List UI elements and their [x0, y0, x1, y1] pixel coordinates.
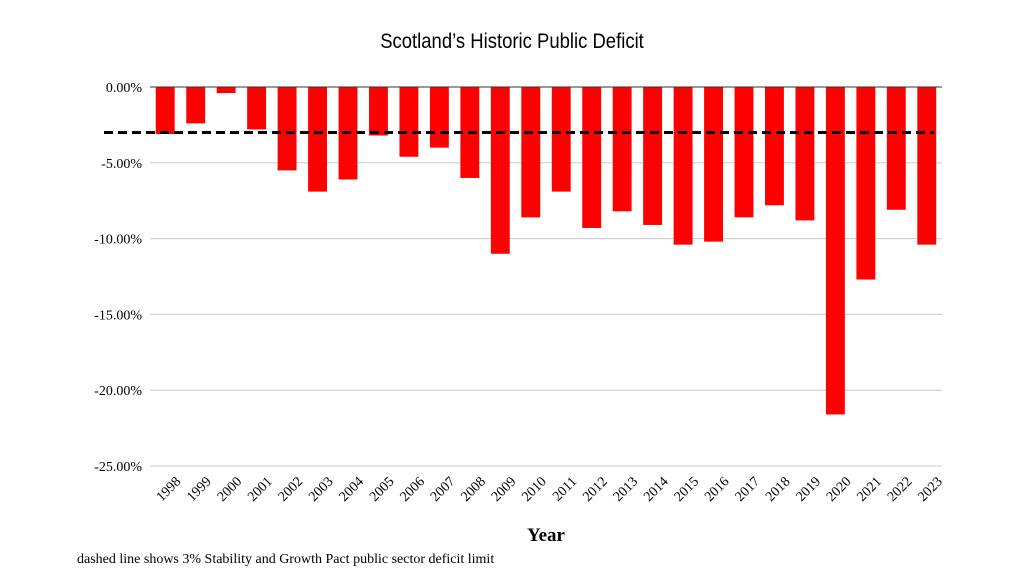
bar — [765, 87, 784, 206]
bar — [551, 87, 571, 192]
y-tick-label: -10.00% — [94, 233, 142, 248]
bar — [521, 87, 541, 218]
x-tick-label: 2002 — [276, 474, 306, 504]
bar — [582, 87, 602, 228]
x-tick-label: 2001 — [245, 474, 275, 504]
bar — [886, 87, 906, 210]
bar — [186, 87, 206, 124]
x-tick-label: 2014 — [641, 474, 671, 504]
bar — [673, 87, 693, 245]
x-tick-label: 2011 — [550, 474, 580, 504]
x-tick-label: 2015 — [672, 474, 702, 504]
bar — [734, 87, 754, 218]
x-tick-label: 2018 — [763, 474, 793, 504]
bar — [277, 87, 297, 171]
bar — [490, 87, 510, 254]
x-tick-label: 2003 — [306, 474, 336, 504]
y-tick-label: 0.00% — [106, 81, 143, 96]
bar — [917, 87, 937, 245]
y-tick-label: -5.00% — [101, 157, 142, 172]
x-tick-label: 2020 — [824, 474, 854, 504]
x-tick-label: 2004 — [337, 474, 367, 504]
bar — [369, 87, 388, 136]
bar — [795, 87, 815, 221]
x-tick-label: 2006 — [398, 474, 428, 504]
x-tick-label: 2005 — [367, 474, 397, 504]
y-tick-label: -15.00% — [94, 308, 142, 323]
bar — [155, 87, 175, 134]
x-tick-label: 2022 — [885, 474, 915, 504]
bar — [704, 87, 723, 242]
bar — [247, 87, 267, 130]
x-tick-label: 1999 — [184, 474, 214, 504]
chart-title: Scotland’s Historic Public Deficit — [380, 30, 644, 53]
chart-annotation: dashed line shows 3% Stability and Growt… — [77, 552, 495, 567]
bar — [399, 87, 419, 157]
bar — [856, 87, 876, 280]
x-tick-label: 2000 — [215, 474, 245, 504]
x-tick-label: 1998 — [154, 474, 184, 504]
x-tick-label: 2019 — [794, 474, 824, 504]
bar — [612, 87, 632, 212]
bar — [429, 87, 449, 148]
y-tick-label: -20.00% — [94, 384, 142, 399]
x-tick-label: 2007 — [428, 474, 458, 504]
bar — [643, 87, 663, 225]
x-tick-label: 2017 — [733, 474, 763, 504]
y-tick-label: -25.00% — [94, 460, 142, 475]
x-tick-label: 2009 — [489, 474, 519, 504]
x-tick-label: 2021 — [854, 474, 884, 504]
x-tick-label: 2012 — [580, 474, 610, 504]
bar — [308, 87, 327, 192]
x-tick-label: 2010 — [519, 474, 549, 504]
x-tick-label: 2008 — [458, 474, 488, 504]
x-axis-title: Year — [527, 525, 565, 546]
x-tick-label: 2023 — [915, 474, 945, 504]
bar — [825, 87, 845, 415]
x-tick-label: 2013 — [611, 474, 641, 504]
x-tick-label: 2016 — [702, 474, 732, 504]
bar — [216, 87, 236, 94]
